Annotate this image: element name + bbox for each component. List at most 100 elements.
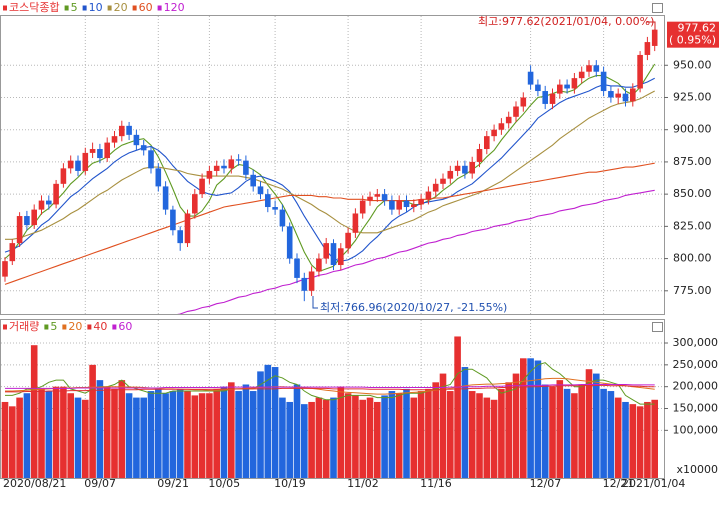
- volume-bar: [293, 384, 301, 478]
- volume-ma-line: [5, 362, 655, 405]
- volume-bar: [461, 367, 469, 478]
- volume-bar: [490, 399, 498, 478]
- legend-label: 5: [71, 1, 78, 14]
- x-tick-label: 10/05: [208, 477, 240, 490]
- volume-bar: [629, 404, 637, 478]
- volume-ma-line: [5, 384, 655, 393]
- volume-bar: [52, 386, 60, 478]
- volume-bar: [257, 371, 264, 478]
- candle-body: [630, 88, 636, 102]
- volume-bar: [403, 388, 410, 478]
- legend-swatch: [132, 5, 137, 11]
- volume-bar: [600, 388, 607, 478]
- candle-body: [447, 170, 454, 179]
- volume-bar: [206, 393, 213, 478]
- legend-swatch: [64, 5, 69, 11]
- candle-body: [651, 29, 658, 46]
- volume-bar: [498, 388, 505, 478]
- candle-body: [542, 91, 548, 104]
- y-tick-label: 950.00: [673, 58, 712, 71]
- volume-bar: [176, 388, 184, 478]
- high-annotation: 최고:977.62(2021/01/04, 0.00%): [478, 15, 654, 28]
- volume-bar: [520, 358, 527, 478]
- volume-bar: [614, 397, 622, 478]
- volume-bar: [184, 391, 191, 478]
- volume-bar: [374, 401, 381, 478]
- x-tick-label: 11/16: [420, 477, 452, 490]
- y-tick-label: 900.00: [673, 123, 712, 136]
- volume-bar: [439, 373, 447, 478]
- high-arrow: [646, 21, 656, 30]
- candle-body: [338, 248, 344, 266]
- candle-body: [615, 93, 621, 98]
- volume-bar: [96, 380, 104, 478]
- candle-body: [564, 84, 570, 89]
- volume-bar: [593, 373, 600, 478]
- panel-icon[interactable]: [652, 3, 663, 13]
- candle-body: [389, 200, 395, 210]
- candle-body: [286, 226, 293, 259]
- volume-bar: [301, 404, 308, 478]
- x-tick-label: 2021/01/04: [622, 477, 685, 490]
- volume-bar: [585, 369, 593, 478]
- candle-body: [133, 134, 140, 146]
- volume-bar: [1, 401, 9, 478]
- volume-bar: [505, 382, 512, 478]
- volume-bar: [607, 391, 615, 478]
- volume-bar: [213, 388, 220, 478]
- panel-icon[interactable]: [652, 322, 663, 332]
- volume-bar: [476, 393, 483, 478]
- volume-bar: [162, 393, 169, 478]
- candle-body: [440, 178, 446, 184]
- candle-body: [323, 243, 329, 259]
- candle-body: [184, 213, 191, 244]
- volume-bar: [432, 382, 439, 478]
- volume-bar: [322, 399, 330, 478]
- candle-body: [411, 204, 417, 208]
- volume-bar: [366, 397, 374, 478]
- legend-label: 60: [139, 1, 153, 14]
- volume-bar: [198, 393, 206, 478]
- volume-bar: [468, 391, 476, 478]
- legend-label: 20: [68, 320, 82, 333]
- volume-bar: [249, 391, 257, 478]
- volume-bar: [169, 391, 177, 478]
- candle-body: [462, 165, 468, 174]
- legend-label: 10: [89, 1, 103, 14]
- volume-bar: [344, 393, 352, 478]
- y-tick-label: 250,000: [673, 358, 719, 371]
- volume-bar: [352, 395, 359, 478]
- candle-body: [505, 116, 512, 124]
- candle-body: [549, 93, 556, 104]
- volume-bar: [651, 399, 658, 478]
- volume-bar: [381, 395, 388, 478]
- volume-frame: [0, 319, 665, 479]
- volume-bar: [38, 388, 45, 478]
- candle-body: [126, 125, 132, 135]
- volume-bar: [23, 393, 31, 478]
- volume-bar: [30, 345, 38, 478]
- candle-body: [228, 159, 235, 169]
- volume-bar: [337, 386, 345, 478]
- ma-line: [5, 90, 655, 240]
- volume-bar: [125, 393, 133, 478]
- volume-bar: [45, 391, 53, 478]
- volume-bar: [410, 397, 418, 478]
- candle-body: [593, 65, 600, 72]
- ma-line: [177, 189, 655, 314]
- candle-body: [498, 123, 505, 130]
- volume-bar: [578, 384, 585, 478]
- x-tick-label: 12/21: [603, 477, 635, 490]
- candle-body: [491, 129, 497, 137]
- volume-bar: [571, 393, 578, 478]
- legend-swatch: [3, 324, 7, 330]
- volume-plot: [1, 336, 658, 478]
- legend-swatch: [3, 5, 7, 11]
- candle-body: [571, 78, 578, 89]
- y-tick-label: 850.00: [673, 187, 712, 200]
- candle-body: [608, 91, 614, 98]
- price-plot: [2, 29, 658, 314]
- volume-bar: [388, 391, 396, 478]
- candle-body: [600, 71, 607, 92]
- candle-body: [301, 277, 308, 291]
